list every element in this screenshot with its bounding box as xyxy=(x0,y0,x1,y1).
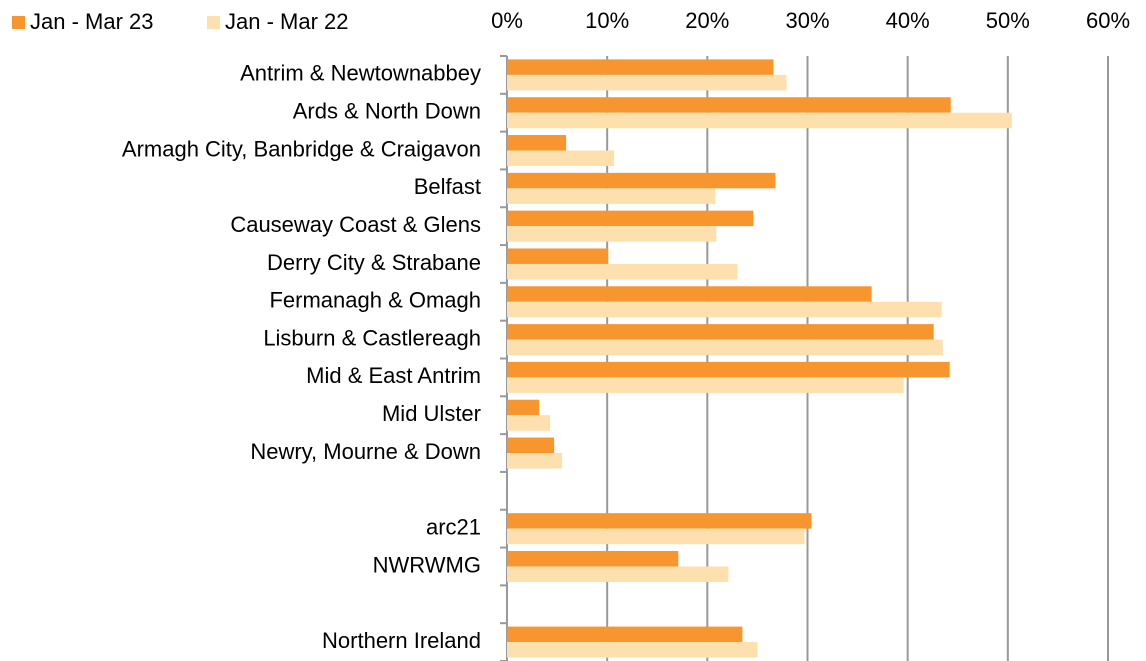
y-tick-label: Causeway Coast & Glens xyxy=(230,212,481,237)
bar xyxy=(507,415,551,431)
x-tick-label: 0% xyxy=(491,8,523,33)
bar xyxy=(507,513,812,529)
bar xyxy=(507,172,776,189)
bar xyxy=(507,324,934,340)
legend-label: Jan - Mar 22 xyxy=(225,9,349,34)
y-tick-label: Mid Ulster xyxy=(382,401,481,426)
bar xyxy=(507,59,774,75)
y-tick-label: Ards & North Down xyxy=(293,99,481,124)
bar xyxy=(507,135,567,151)
bar xyxy=(507,112,1012,129)
bar xyxy=(507,377,904,393)
y-tick-label: Antrim & Newtownabbey xyxy=(240,61,481,86)
legend-label: Jan - Mar 23 xyxy=(30,9,154,34)
bar xyxy=(507,528,805,545)
x-tick-label: 10% xyxy=(585,8,629,33)
y-tick-label: Mid & East Antrim xyxy=(306,363,481,388)
bar xyxy=(507,642,758,658)
y-tick-label: Belfast xyxy=(414,174,481,199)
bar xyxy=(507,453,563,469)
y-tick-label: Fermanagh & Omagh xyxy=(269,288,481,313)
bar xyxy=(507,339,943,356)
y-tick-label: Newry, Mourne & Down xyxy=(250,439,481,464)
bar xyxy=(507,626,743,643)
bar xyxy=(507,550,679,567)
x-tick-label: 60% xyxy=(1086,8,1130,33)
bar xyxy=(507,399,540,416)
bar xyxy=(507,210,754,227)
bar xyxy=(507,286,872,302)
y-tick-label: Lisburn & Castlereagh xyxy=(263,325,481,350)
y-tick-label: NWRWMG xyxy=(373,552,481,577)
y-tick-label: Northern Ireland xyxy=(322,628,481,653)
bar xyxy=(507,301,942,318)
y-tick-label: Armagh City, Banbridge & Craigavon xyxy=(122,136,481,161)
bar xyxy=(507,437,555,454)
y-tick-label: Derry City & Strabane xyxy=(267,250,481,275)
legend-swatch xyxy=(12,16,25,29)
bar xyxy=(507,150,615,167)
bar xyxy=(507,188,716,204)
x-tick-label: 50% xyxy=(986,8,1030,33)
bar xyxy=(507,263,738,280)
bar xyxy=(507,566,729,582)
x-tick-label: 20% xyxy=(685,8,729,33)
bar xyxy=(507,74,787,91)
x-tick-label: 40% xyxy=(886,8,930,33)
bar xyxy=(507,361,950,378)
bar xyxy=(507,248,609,264)
y-tick-label: arc21 xyxy=(426,514,481,539)
x-tick-label: 30% xyxy=(785,8,829,33)
bar xyxy=(507,97,951,113)
legend-swatch xyxy=(207,16,220,29)
bar xyxy=(507,226,717,242)
